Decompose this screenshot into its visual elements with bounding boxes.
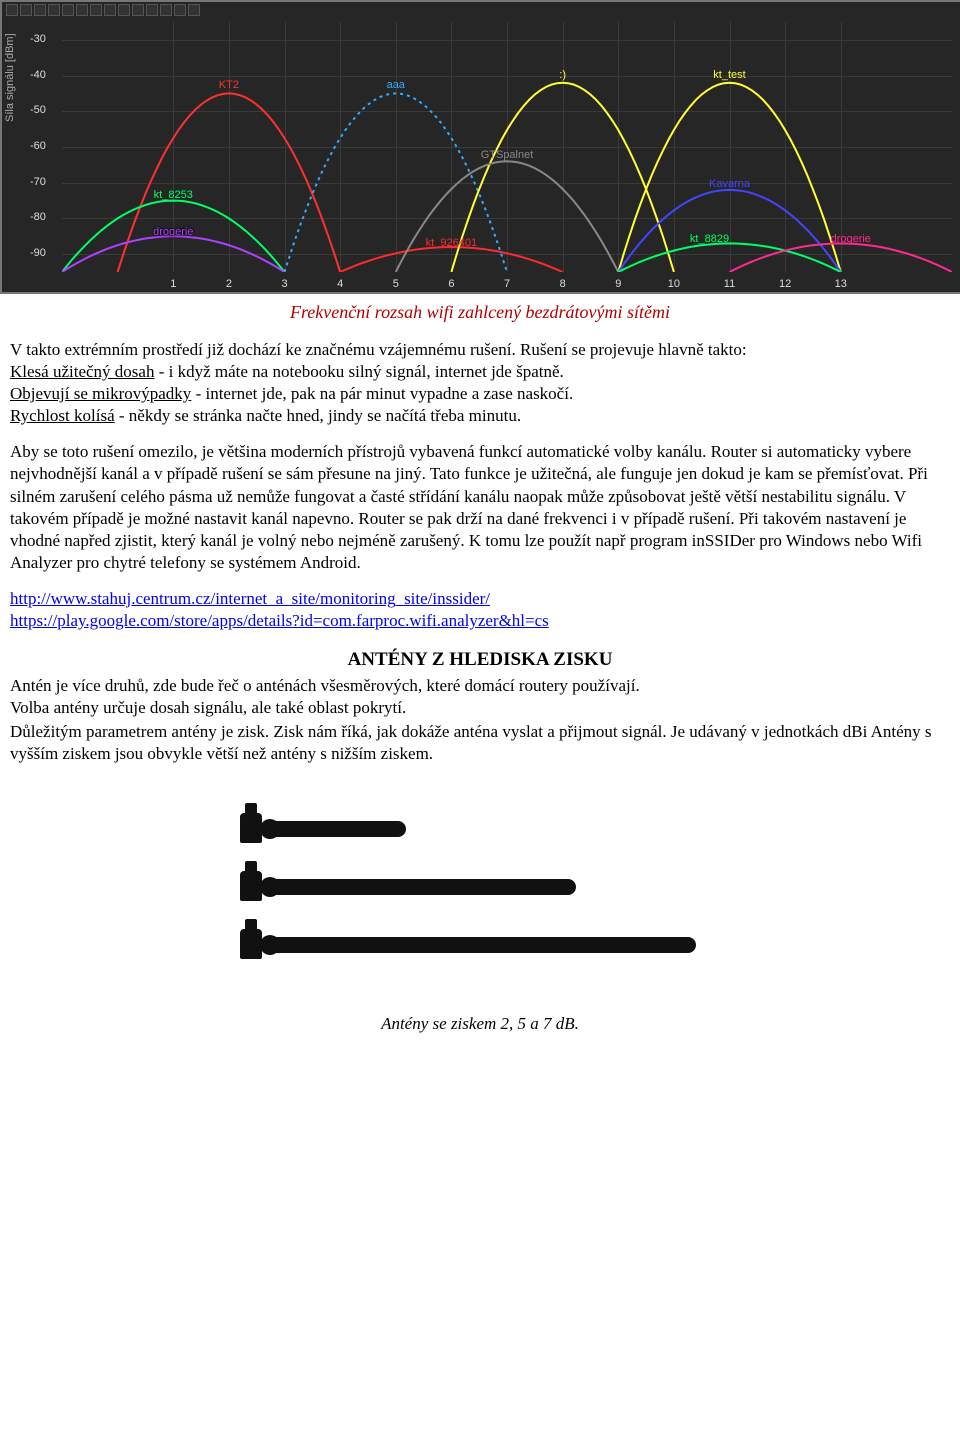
antenna-2db [240,817,720,841]
paragraph-antenna-gain: Důležitým parametrem antény je zisk. Zis… [10,721,950,765]
wifi-spectrum-chart: Síla signálu [dBm] -30-40-50-60-70-80-90… [0,0,960,294]
antenna-caption: Antény se ziskem 2, 5 a 7 dB. [10,1013,950,1035]
li-dosah: Klesá užitečný dosah [10,362,154,381]
spectrum-curves [62,22,952,272]
paragraph-main: Aby se toto rušení omezilo, je většina m… [10,441,950,574]
antenna-illustration [220,779,740,1005]
chart-header-squares [2,2,960,20]
paragraph-intro: V takto extrémním prostředí již dochází … [10,339,950,427]
links-paragraph: http://www.stahuj.centrum.cz/internet_a_… [10,588,950,632]
link-wifi-analyzer[interactable]: https://play.google.com/store/apps/detai… [10,611,549,630]
link-inssider[interactable]: http://www.stahuj.centrum.cz/internet_a_… [10,589,490,608]
y-axis-label: Síla signálu [dBm] [4,33,16,122]
paragraph-antenna-types: Antén je více druhů, zde bude řeč o anté… [10,675,950,719]
li-rychlost: Rychlost kolísá [10,406,115,425]
document-body: V takto extrémním prostředí již dochází … [0,339,960,1035]
antenna-7db [240,933,720,957]
li-mikrovypadky: Objevují se mikrovýpadky [10,384,191,403]
section-heading-antennas: ANTÉNY Z HLEDISKA ZISKU [10,648,950,673]
antenna-5db [240,875,720,899]
chart-caption: Frekvenční rozsah wifi zahlcený bezdráto… [0,302,960,323]
